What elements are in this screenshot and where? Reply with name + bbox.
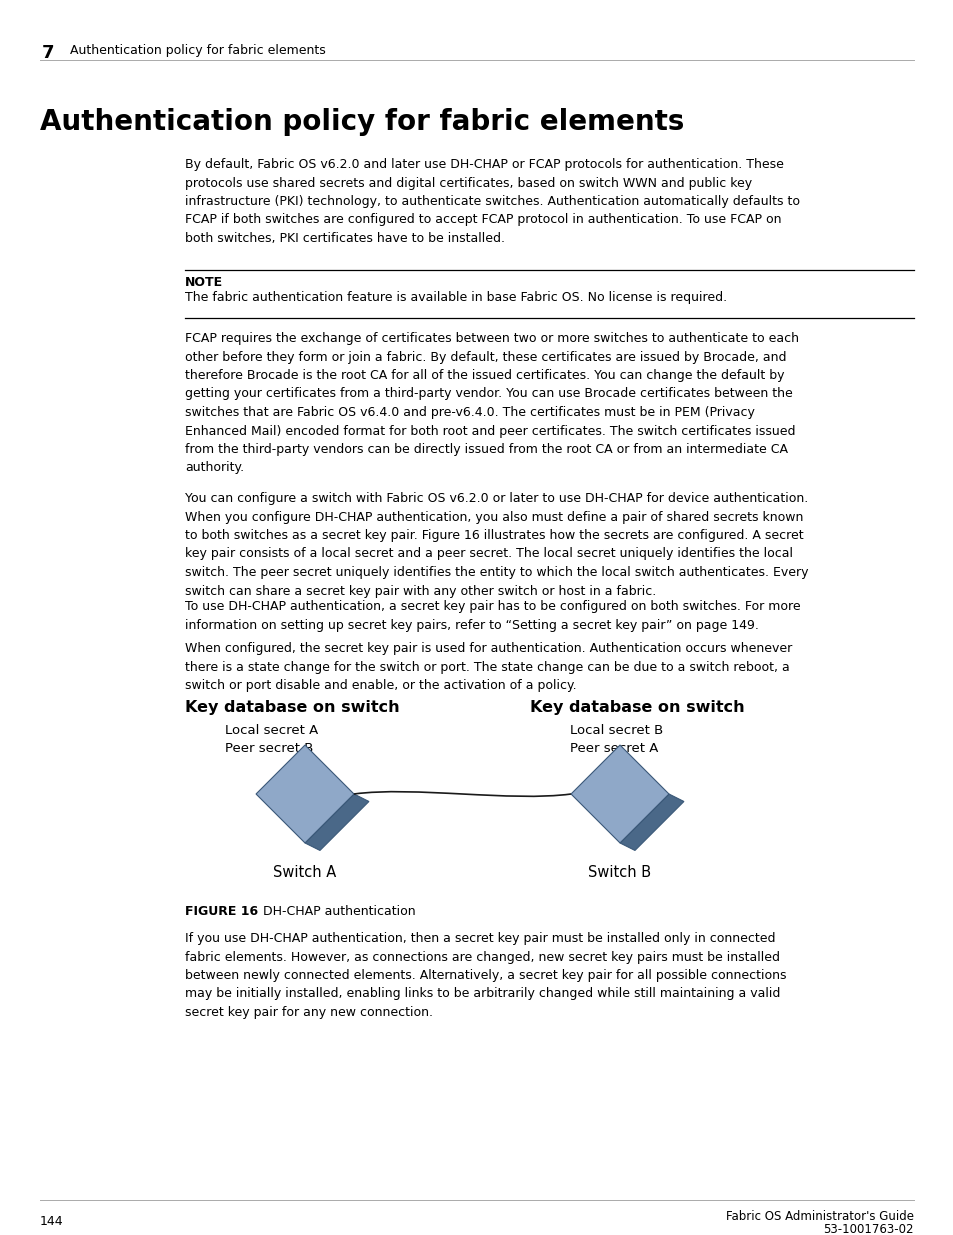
Text: If you use DH-CHAP authentication, then a secret key pair must be installed only: If you use DH-CHAP authentication, then … xyxy=(185,932,785,1019)
Polygon shape xyxy=(619,794,683,851)
Text: Fabric OS Administrator's Guide: Fabric OS Administrator's Guide xyxy=(725,1210,913,1223)
Text: To use DH-CHAP authentication, a secret key pair has to be configured on both sw: To use DH-CHAP authentication, a secret … xyxy=(185,600,800,631)
Text: Local secret A: Local secret A xyxy=(225,724,318,737)
Text: By default, Fabric OS v6.2.0 and later use DH-CHAP or FCAP protocols for authent: By default, Fabric OS v6.2.0 and later u… xyxy=(185,158,800,245)
Text: Authentication policy for fabric elements: Authentication policy for fabric element… xyxy=(40,107,683,136)
Text: 53-1001763-02: 53-1001763-02 xyxy=(822,1223,913,1235)
Text: Switch B: Switch B xyxy=(588,864,651,881)
Text: 144: 144 xyxy=(40,1215,64,1228)
Text: Key database on switch: Key database on switch xyxy=(185,700,399,715)
Text: When configured, the secret key pair is used for authentication. Authentication : When configured, the secret key pair is … xyxy=(185,642,791,692)
Text: 7: 7 xyxy=(42,44,54,62)
Text: Key database on switch: Key database on switch xyxy=(530,700,744,715)
Text: Peer secret A: Peer secret A xyxy=(569,742,658,755)
Text: DH-CHAP authentication: DH-CHAP authentication xyxy=(263,905,416,918)
Text: NOTE: NOTE xyxy=(185,275,223,289)
Text: FIGURE 16: FIGURE 16 xyxy=(185,905,258,918)
Text: Authentication policy for fabric elements: Authentication policy for fabric element… xyxy=(70,44,325,57)
Text: The fabric authentication feature is available in base Fabric OS. No license is : The fabric authentication feature is ava… xyxy=(185,291,726,304)
Polygon shape xyxy=(305,794,369,851)
Polygon shape xyxy=(255,745,354,844)
Text: Local secret B: Local secret B xyxy=(569,724,662,737)
Text: FCAP requires the exchange of certificates between two or more switches to authe: FCAP requires the exchange of certificat… xyxy=(185,332,799,474)
Text: Switch A: Switch A xyxy=(274,864,336,881)
Text: Peer secret B: Peer secret B xyxy=(225,742,313,755)
Polygon shape xyxy=(571,745,668,844)
Text: You can configure a switch with Fabric OS v6.2.0 or later to use DH-CHAP for dev: You can configure a switch with Fabric O… xyxy=(185,492,807,598)
